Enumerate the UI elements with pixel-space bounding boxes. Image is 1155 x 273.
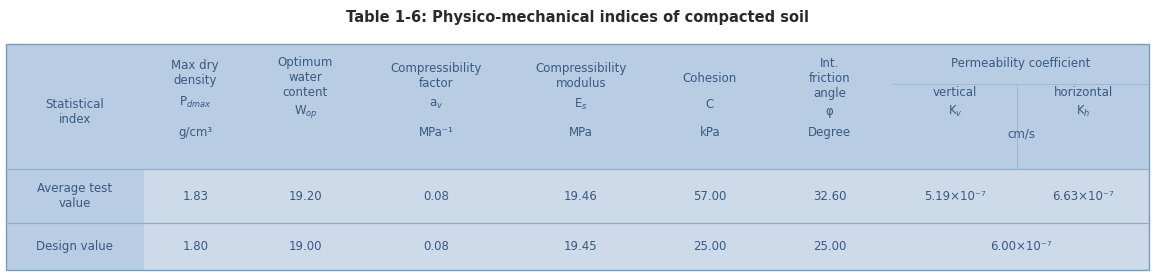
- Text: Compressibility
modulus: Compressibility modulus: [535, 62, 627, 90]
- Text: K$_h$: K$_h$: [1075, 104, 1090, 119]
- Text: 5.19×10⁻⁷: 5.19×10⁻⁷: [924, 189, 986, 203]
- Bar: [143, 44, 247, 170]
- Text: 1.83: 1.83: [182, 189, 208, 203]
- Text: 32.60: 32.60: [813, 189, 847, 203]
- Bar: [247, 170, 364, 223]
- Text: Cohesion: Cohesion: [683, 72, 737, 85]
- Text: W$_{op}$: W$_{op}$: [293, 103, 318, 120]
- Text: 19.20: 19.20: [289, 189, 322, 203]
- Text: 1.80: 1.80: [182, 240, 208, 253]
- Text: P$_{dmax}$: P$_{dmax}$: [179, 95, 211, 110]
- Text: a$_v$: a$_v$: [430, 97, 444, 111]
- Text: K$_v$: K$_v$: [947, 104, 962, 119]
- Text: Optimum
water
content: Optimum water content: [277, 56, 333, 99]
- Bar: [6, 170, 143, 223]
- Bar: [364, 170, 508, 223]
- Text: 19.45: 19.45: [564, 240, 598, 253]
- Bar: [6, 44, 143, 170]
- Text: Int.
friction
angle: Int. friction angle: [808, 57, 850, 100]
- Bar: [654, 170, 766, 223]
- Bar: [654, 44, 766, 170]
- Bar: [893, 223, 1149, 270]
- Text: Permeability coefficient: Permeability coefficient: [952, 57, 1090, 70]
- Bar: [766, 223, 893, 270]
- Text: Table 1-6: Physico-mechanical indices of compacted soil: Table 1-6: Physico-mechanical indices of…: [346, 10, 808, 25]
- Text: Average test
value: Average test value: [37, 182, 112, 210]
- Text: Degree: Degree: [808, 126, 851, 140]
- Text: kPa: kPa: [700, 126, 720, 140]
- Bar: [766, 44, 893, 170]
- Bar: [247, 44, 364, 170]
- Bar: [766, 170, 893, 223]
- Text: vertical: vertical: [933, 86, 977, 99]
- Bar: [364, 44, 508, 170]
- Text: 0.08: 0.08: [424, 240, 449, 253]
- Bar: [6, 223, 143, 270]
- Bar: [508, 170, 654, 223]
- Text: cm/s: cm/s: [1007, 128, 1035, 141]
- Text: φ: φ: [826, 105, 834, 118]
- Text: Compressibility
factor: Compressibility factor: [390, 62, 482, 90]
- Text: horizontal: horizontal: [1053, 86, 1112, 99]
- Text: 57.00: 57.00: [693, 189, 726, 203]
- Text: 19.00: 19.00: [289, 240, 322, 253]
- Text: Max dry
density: Max dry density: [171, 59, 219, 87]
- Bar: [654, 223, 766, 270]
- Bar: [143, 223, 247, 270]
- Bar: [364, 223, 508, 270]
- Bar: [247, 223, 364, 270]
- Text: MPa⁻¹: MPa⁻¹: [419, 126, 454, 140]
- Text: E$_s$: E$_s$: [574, 96, 588, 112]
- Bar: [893, 44, 1149, 170]
- Bar: [893, 170, 1149, 223]
- Text: MPa: MPa: [569, 126, 593, 140]
- Bar: [508, 44, 654, 170]
- Bar: [143, 170, 247, 223]
- Text: C: C: [706, 97, 714, 111]
- Text: 25.00: 25.00: [693, 240, 726, 253]
- Text: 19.46: 19.46: [564, 189, 598, 203]
- Text: g/cm³: g/cm³: [178, 126, 213, 140]
- Text: 25.00: 25.00: [813, 240, 847, 253]
- Bar: [508, 223, 654, 270]
- Text: 6.00×10⁻⁷: 6.00×10⁻⁷: [990, 240, 1052, 253]
- Text: Design value: Design value: [36, 240, 113, 253]
- Text: 6.63×10⁻⁷: 6.63×10⁻⁷: [1052, 189, 1115, 203]
- Bar: [6, 44, 1149, 270]
- Text: Statistical
index: Statistical index: [45, 97, 104, 126]
- Text: 0.08: 0.08: [424, 189, 449, 203]
